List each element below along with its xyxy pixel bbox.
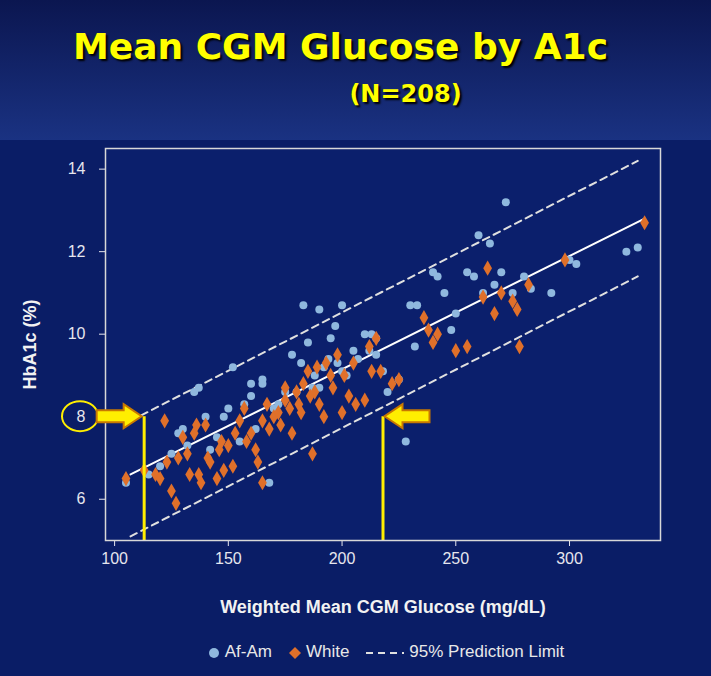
- html-text:Af-Am: Af-Am: [224, 642, 272, 661]
- html-text:(N=208): (N=208): [349, 80, 462, 108]
- svg-text:6: 6: [77, 490, 86, 507]
- html-text:White: White: [305, 642, 350, 661]
- svg-text:10: 10: [68, 325, 86, 342]
- svg-text:Weighted Mean CGM Glucose (mg/: Weighted Mean CGM Glucose (mg/dL): [220, 597, 546, 617]
- svg-text:300: 300: [556, 550, 583, 567]
- svg-text:100: 100: [101, 550, 128, 567]
- html-text:95% Prediction Limit: 95% Prediction Limit: [409, 642, 565, 661]
- svg-text:HbA1c (%): HbA1c (%): [20, 299, 40, 389]
- svg-text:8: 8: [77, 408, 86, 425]
- svg-text:150: 150: [215, 550, 242, 567]
- svg-text:12: 12: [68, 243, 86, 260]
- svg-text:200: 200: [329, 550, 356, 567]
- html-text:Mean CGM Glucose by A1c: Mean CGM Glucose by A1c: [73, 26, 608, 67]
- svg-text:14: 14: [68, 160, 86, 177]
- svg-text:250: 250: [442, 550, 469, 567]
